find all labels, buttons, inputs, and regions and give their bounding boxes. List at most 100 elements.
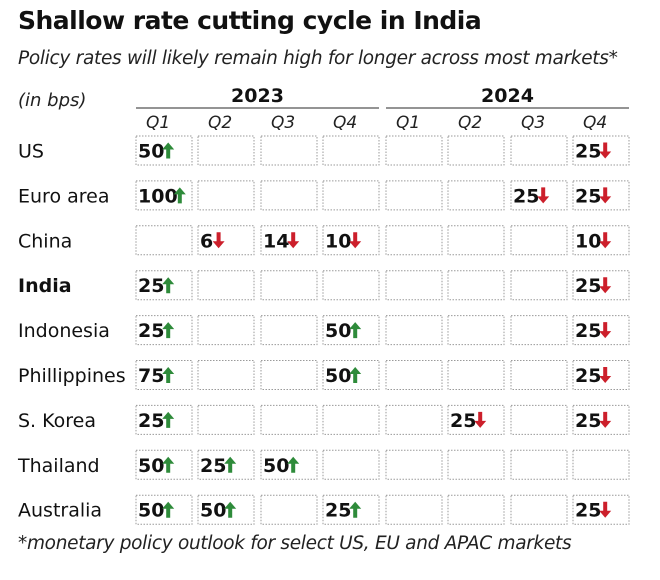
arrow-down-icon-china-7: [599, 232, 612, 249]
value-label-indonesia-3: 50: [325, 320, 351, 342]
arrow-up-icon-australia-1: [224, 501, 237, 518]
cell-australia-2: [260, 494, 318, 525]
cell-phillippines-7: [572, 360, 630, 390]
cell-euro-area-0: [135, 180, 193, 211]
value-label-euro-area-7: 25: [575, 185, 601, 207]
value-label-s-korea-0: 25: [138, 410, 164, 432]
quarter-label-2023-Q4: Q4: [333, 113, 357, 133]
row-label-us: US: [18, 141, 44, 163]
cell-australia-5: [447, 494, 505, 525]
cell-china-4: [385, 225, 443, 256]
cell-india-3: [322, 270, 380, 301]
cell-indonesia-3: [322, 315, 380, 346]
cell-s-korea-3: [322, 404, 380, 435]
cell-phillippines-1: [197, 360, 255, 390]
arrow-up-icon-phillippines-3: [349, 367, 362, 383]
value-label-s-korea-7: 25: [575, 410, 601, 432]
cell-australia-0: [135, 494, 193, 525]
cell-us-2: [260, 135, 318, 166]
chart-title: Shallow rate cutting cycle in India: [18, 6, 482, 35]
footnote: *monetary policy outlook for select US, …: [18, 533, 572, 554]
cell-euro-area-2: [260, 180, 318, 211]
value-label-thailand-1: 25: [200, 455, 226, 477]
cell-australia-4: [385, 494, 443, 525]
cell-thailand-5: [447, 449, 505, 480]
cell-s-korea-7: [572, 404, 630, 435]
value-label-s-korea-5: 25: [450, 410, 476, 432]
cell-euro-area-5: [447, 180, 505, 211]
cell-china-1: [197, 225, 255, 256]
value-label-australia-0: 50: [138, 500, 164, 522]
cell-australia-3: [322, 494, 380, 525]
cell-india-2: [260, 270, 318, 301]
cell-euro-area-3: [322, 180, 380, 211]
cell-phillippines-0: [135, 360, 193, 390]
cell-phillippines-5: [447, 360, 505, 390]
value-label-china-2: 14: [263, 230, 289, 252]
cell-thailand-0: [135, 449, 193, 480]
arrow-up-icon-australia-0: [162, 501, 175, 518]
cell-india-4: [385, 270, 443, 301]
arrow-up-icon-indonesia-3: [349, 322, 362, 339]
cell-indonesia-4: [385, 315, 443, 346]
row-label-s-korea: S. Korea: [18, 410, 96, 432]
cell-china-0: [135, 225, 193, 256]
units-label: (in bps): [18, 90, 87, 111]
row-label-indonesia: Indonesia: [18, 320, 110, 342]
cell-euro-area-1: [197, 180, 255, 211]
cell-india-6: [510, 270, 568, 301]
value-label-indonesia-0: 25: [138, 320, 164, 342]
cell-india-5: [447, 270, 505, 301]
row-label-australia: Australia: [18, 500, 102, 522]
cell-thailand-6: [510, 449, 568, 480]
year-label-2023: 2023: [231, 85, 284, 107]
arrow-up-icon-thailand-0: [162, 456, 175, 473]
row-label-india: India: [18, 275, 72, 297]
arrow-down-icon-euro-area-6: [537, 187, 550, 204]
quarter-label-2024-Q1: Q1: [396, 113, 420, 133]
cell-us-5: [447, 135, 505, 166]
cell-china-2: [260, 225, 318, 256]
cell-s-korea-6: [510, 404, 568, 435]
cell-indonesia-2: [260, 315, 318, 346]
cell-indonesia-1: [197, 315, 255, 346]
value-label-thailand-0: 50: [138, 455, 164, 477]
arrow-down-icon-us-7: [599, 142, 612, 159]
cell-s-korea-0: [135, 404, 193, 435]
cell-s-korea-2: [260, 404, 318, 435]
arrow-down-icon-euro-area-7: [599, 187, 612, 204]
cell-phillippines-3: [322, 360, 380, 390]
arrow-up-icon-australia-3: [349, 501, 362, 518]
value-label-phillippines-3: 50: [325, 365, 351, 387]
row-label-thailand: Thailand: [17, 455, 100, 477]
cell-australia-1: [197, 494, 255, 525]
arrow-down-icon-india-7: [599, 277, 612, 294]
cell-china-6: [510, 225, 568, 256]
arrow-up-icon-us-0: [162, 142, 175, 159]
arrow-down-icon-china-3: [349, 232, 362, 249]
cell-euro-area-7: [572, 180, 630, 211]
cell-thailand-1: [197, 449, 255, 480]
cell-us-0: [135, 135, 193, 166]
arrow-down-icon-china-2: [287, 232, 300, 249]
arrow-down-icon-s-korea-5: [474, 411, 487, 428]
value-label-us-0: 50: [138, 141, 164, 163]
value-label-australia-3: 25: [325, 500, 351, 522]
quarter-label-2024-Q4: Q4: [583, 113, 607, 133]
value-label-phillippines-7: 25: [575, 365, 601, 387]
cell-thailand-3: [322, 449, 380, 480]
quarter-label-2023-Q3: Q3: [271, 113, 295, 133]
value-label-indonesia-7: 25: [575, 320, 601, 342]
value-label-india-0: 25: [138, 275, 164, 297]
value-label-australia-1: 50: [200, 500, 226, 522]
quarter-label-2024-Q3: Q3: [521, 113, 545, 133]
cell-australia-6: [510, 494, 568, 525]
value-label-china-7: 10: [575, 230, 601, 252]
chart-subtitle: Policy rates will likely remain high for…: [18, 48, 618, 69]
arrow-down-icon-phillippines-7: [599, 367, 612, 383]
cell-india-7: [572, 270, 630, 301]
cell-australia-7: [572, 494, 630, 525]
cell-china-3: [322, 225, 380, 256]
arrow-up-icon-s-korea-0: [162, 411, 175, 428]
arrow-up-icon-india-0: [162, 277, 175, 294]
